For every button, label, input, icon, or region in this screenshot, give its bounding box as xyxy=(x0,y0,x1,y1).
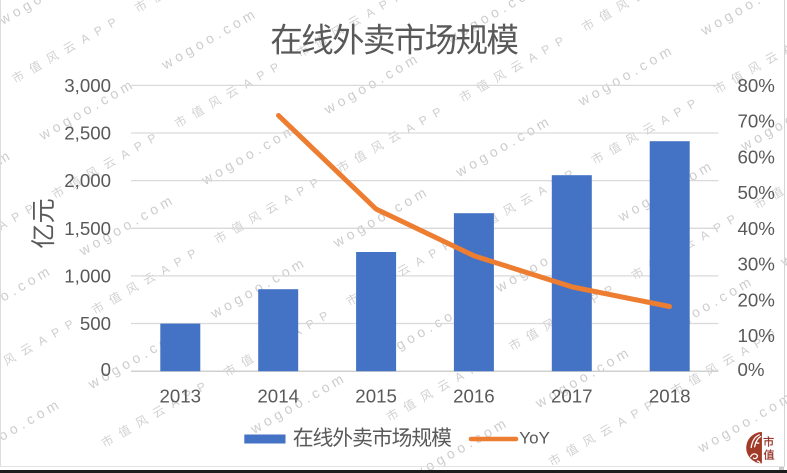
svg-text:2,500: 2,500 xyxy=(64,123,111,144)
svg-text:500: 500 xyxy=(80,313,111,334)
svg-text:2016: 2016 xyxy=(453,385,495,406)
svg-text:2,000: 2,000 xyxy=(64,170,111,191)
svg-text:80%: 80% xyxy=(738,75,775,96)
svg-text:1,000: 1,000 xyxy=(64,266,111,287)
svg-text:0: 0 xyxy=(101,359,111,380)
svg-text:10%: 10% xyxy=(738,325,775,346)
svg-text:2018: 2018 xyxy=(649,385,691,406)
svg-text:2015: 2015 xyxy=(355,385,397,406)
svg-text:2013: 2013 xyxy=(160,385,202,406)
svg-text:0%: 0% xyxy=(738,359,765,380)
svg-text:50%: 50% xyxy=(738,182,775,203)
svg-text:40%: 40% xyxy=(738,218,775,239)
svg-text:20%: 20% xyxy=(738,289,775,310)
svg-text:3,000: 3,000 xyxy=(64,75,111,96)
svg-text:70%: 70% xyxy=(738,111,775,132)
svg-text:1,500: 1,500 xyxy=(64,218,111,239)
svg-text:2014: 2014 xyxy=(257,385,299,406)
svg-text:30%: 30% xyxy=(738,254,775,275)
svg-text:YoY: YoY xyxy=(519,429,550,448)
svg-text:2017: 2017 xyxy=(551,385,593,406)
svg-text:60%: 60% xyxy=(738,146,775,167)
